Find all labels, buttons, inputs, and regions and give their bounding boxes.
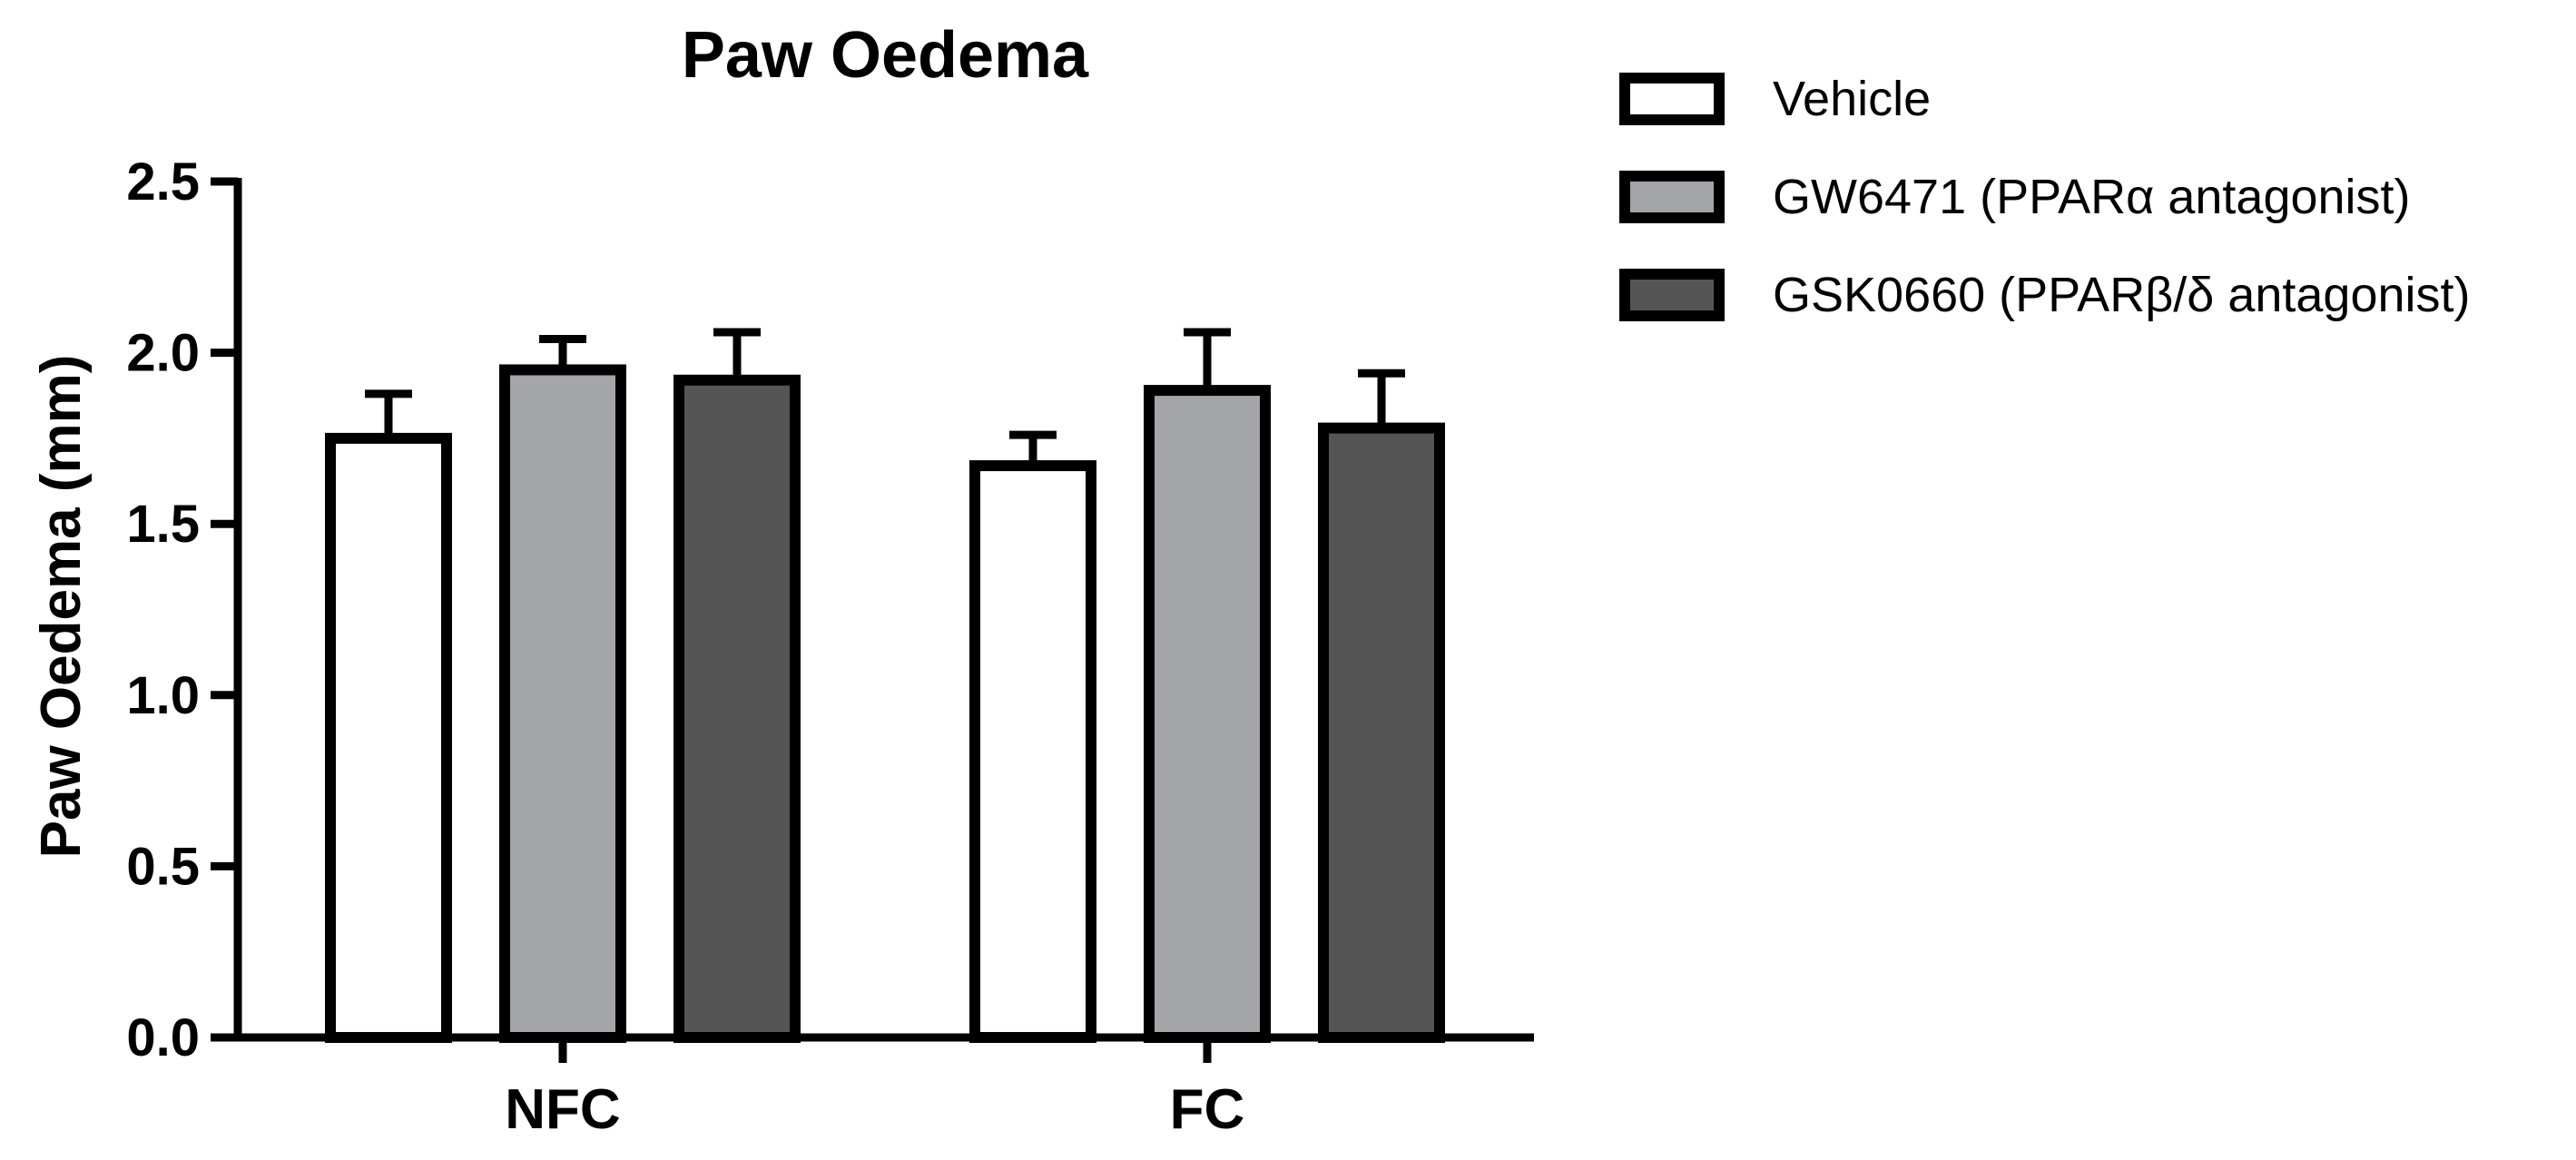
bar — [969, 460, 1096, 1043]
x-category-label: FC — [1170, 1078, 1245, 1141]
bar — [325, 432, 452, 1043]
y-tick-label: 2.5 — [126, 152, 200, 211]
y-tick-label: 1.0 — [126, 666, 200, 725]
bar — [499, 364, 626, 1043]
y-axis-label: Paw Oedema (mm) — [30, 355, 93, 859]
bar — [673, 374, 801, 1043]
legend-swatch — [1619, 73, 1725, 125]
bar — [1318, 422, 1445, 1044]
plot-area: 0.0 0.5 1.0 1.5 2.0 2.5 NFC FC — [126, 152, 1534, 1141]
chart-title: Paw Oedema — [682, 19, 1089, 92]
y-tick-label: 0.5 — [126, 837, 200, 896]
legend-swatch — [1619, 269, 1725, 321]
y-tick-label: 1.5 — [126, 495, 200, 554]
legend-label: GSK0660 (PPARβ/δ antagonist) — [1773, 268, 2471, 322]
legend-swatch — [1619, 171, 1725, 223]
bar — [1144, 385, 1271, 1044]
y-tick-label: 2.0 — [126, 324, 200, 383]
legend: Vehicle GW6471 (PPARα antagonist) GSK0660 … — [1619, 72, 2471, 322]
y-tick-label: 0.0 — [126, 1008, 200, 1067]
legend-label: Vehicle — [1773, 72, 1931, 126]
x-category-label: NFC — [505, 1078, 620, 1141]
legend-label: GW6471 (PPARα antagonist) — [1773, 170, 2411, 224]
